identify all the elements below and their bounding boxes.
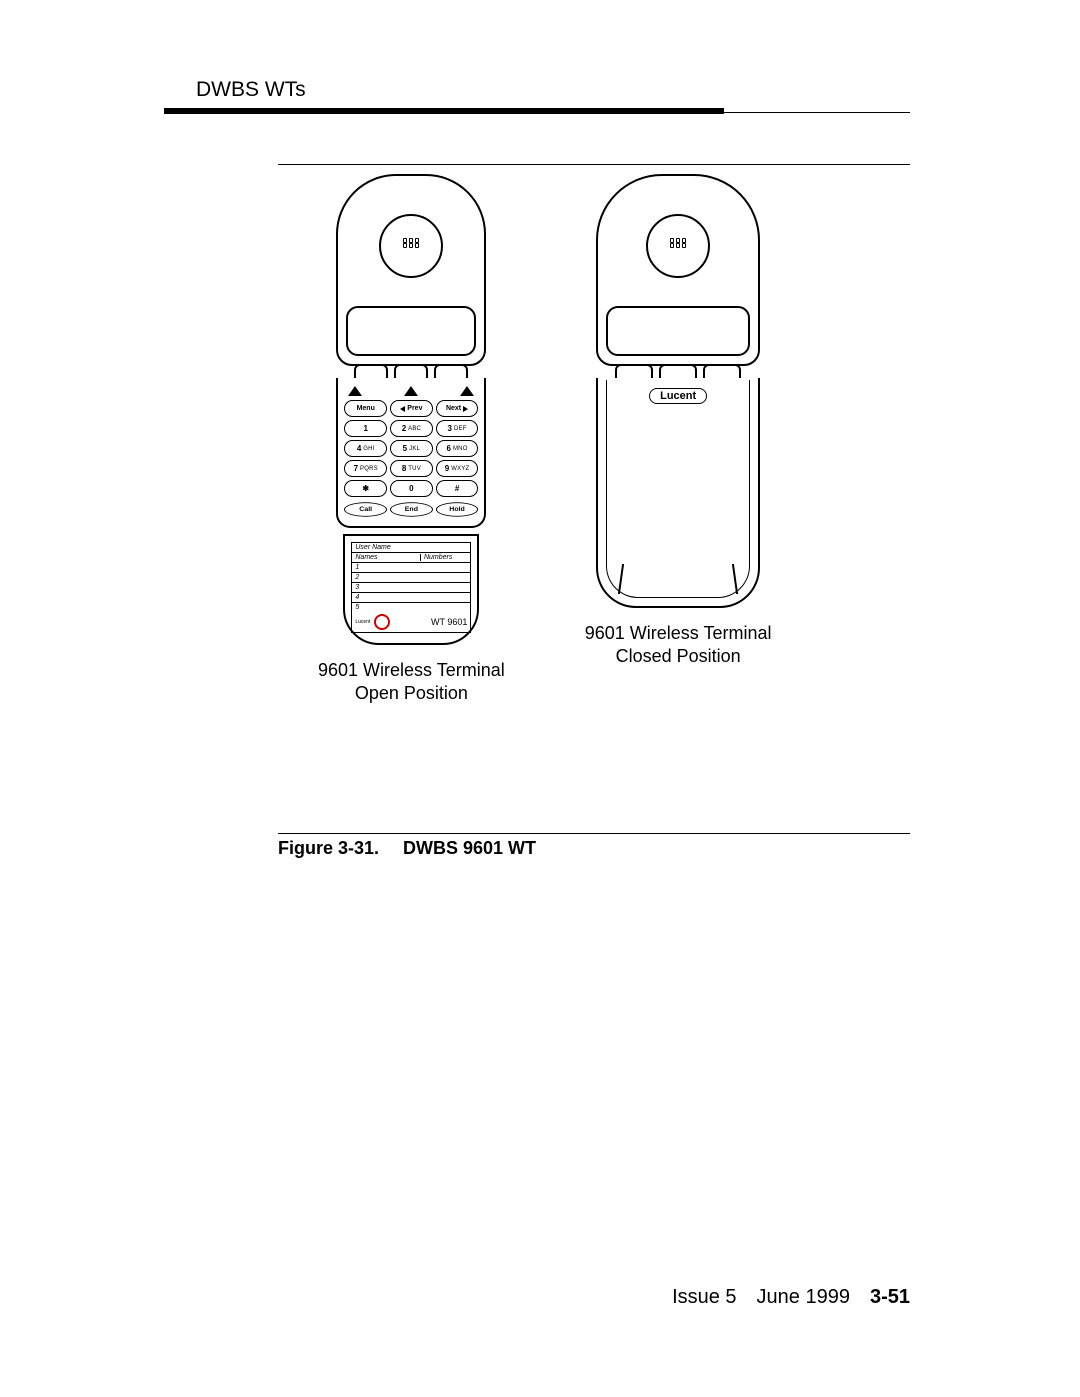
memo-card: User Name Names Numbers 12345 Lucent WT … [351, 542, 471, 633]
next-button[interactable]: Next [436, 400, 479, 417]
keypad: Menu Prev Next 12ABC3DEF 4GHI5JKL6MNO 7PQR… [336, 378, 486, 528]
mic-slits-icon [620, 564, 736, 594]
key-9[interactable]: 9WXYZ [436, 460, 479, 477]
key-2[interactable]: 2ABC [390, 420, 433, 437]
memo-username-label: User Name [352, 543, 470, 553]
key-7[interactable]: 7PQRS [344, 460, 387, 477]
memo-line: 3 [352, 583, 470, 593]
key-8[interactable]: 8TUV [390, 460, 433, 477]
key-3[interactable]: 3DEF [436, 420, 479, 437]
earpiece-grid-icon [670, 238, 686, 250]
brand-badge: Lucent [649, 388, 707, 404]
softkey-arrow-icon [404, 386, 418, 396]
running-head: DWBS WTs [196, 78, 306, 102]
flip-cover: User Name Names Numbers 12345 Lucent WT … [343, 534, 479, 645]
key-✱[interactable]: ✱ [344, 480, 387, 497]
memo-line: 2 [352, 573, 470, 583]
key-4[interactable]: 4GHI [344, 440, 387, 457]
issue-label: Issue 5 [672, 1286, 736, 1309]
issue-date: June 1999 [757, 1286, 850, 1309]
softkey-arrow-icon [460, 386, 474, 396]
key-0[interactable]: 0 [390, 480, 433, 497]
memo-line: 1 [352, 563, 470, 573]
hinge-icon [336, 364, 486, 378]
page: DWBS WTs [0, 0, 1080, 1397]
figure-caption: Figure 3-31. DWBS 9601 WT [278, 838, 536, 859]
device-closed: Lucent 9601 Wireless TerminalClosed Posi… [585, 174, 772, 667]
figure-title: DWBS 9601 WT [403, 838, 536, 858]
key-6[interactable]: 6MNO [436, 440, 479, 457]
lucent-ring-icon [374, 614, 390, 630]
page-number: 3-51 [870, 1286, 910, 1309]
memo-footer: Lucent WT 9601 [352, 612, 470, 632]
key-5[interactable]: 5JKL [390, 440, 433, 457]
header-rule-bold [164, 108, 724, 114]
page-footer: Issue 5 June 1999 3-51 [672, 1286, 910, 1309]
memo-line: 5 [352, 603, 470, 612]
figure-rule-top [278, 164, 910, 165]
display-screen [606, 306, 750, 356]
prev-button[interactable]: Prev [390, 400, 433, 417]
figure-number: Figure 3-31. [278, 838, 398, 859]
key-#[interactable]: # [436, 480, 479, 497]
memo-line: 4 [352, 593, 470, 603]
call-button[interactable]: Call [344, 502, 387, 516]
device-open-caption: 9601 Wireless TerminalOpen Position [318, 659, 505, 704]
device-open: Menu Prev Next 12ABC3DEF4GHI5JKL6MNO7PQR… [318, 174, 505, 704]
softkey-arrow-icon [348, 386, 362, 396]
earpiece-grid-icon [403, 238, 419, 250]
key-1[interactable]: 1 [344, 420, 387, 437]
figure-rule-bottom [278, 833, 910, 834]
display-screen [346, 306, 476, 356]
hinge-icon [596, 364, 760, 378]
figure: Menu Prev Next 12ABC3DEF4GHI5JKL6MNO7PQR… [278, 174, 910, 704]
device-closed-caption: 9601 Wireless TerminalClosed Position [585, 622, 772, 667]
menu-button[interactable]: Menu [344, 400, 387, 417]
end-button[interactable]: End [390, 502, 433, 516]
memo-header-row: Names Numbers [352, 553, 470, 563]
hold-button[interactable]: Hold [436, 502, 479, 516]
